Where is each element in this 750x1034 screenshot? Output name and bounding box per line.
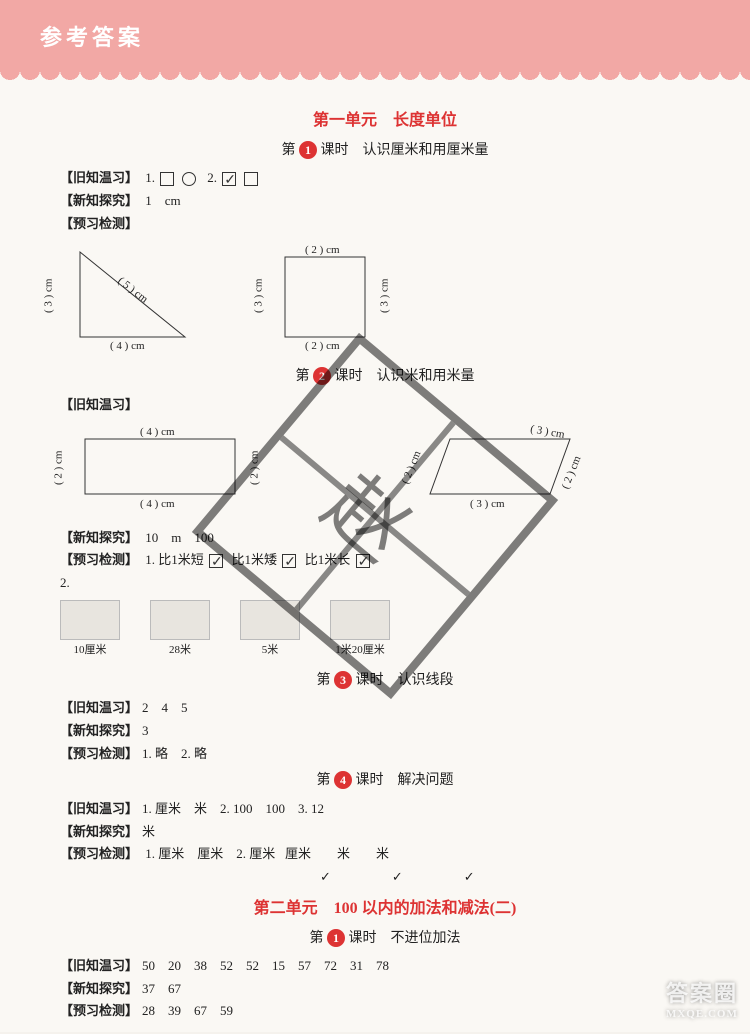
lesson2-pre-q2: 2. — [60, 573, 710, 594]
footer-brand: 答案圈 MXQE.COM — [666, 976, 738, 1020]
bed-item: 10厘米 — [60, 600, 120, 660]
square-icon — [160, 172, 174, 186]
lesson4-title: 第 4 课时 解决问题 — [60, 770, 710, 792]
page: 参考答案 第一单元 长度单位 第 1 课时 认识厘米和用厘米量 【旧知温习】 1… — [0, 0, 750, 1032]
lesson2-title: 第 2 课时 认识米和用米量 — [60, 366, 710, 388]
header-title: 参考答案 — [40, 20, 710, 52]
check-icon — [282, 554, 296, 568]
lesson1-title: 第 1 课时 认识厘米和用厘米量 — [60, 140, 710, 162]
check-icon — [356, 554, 370, 568]
lesson1-no: 1 — [299, 141, 317, 159]
unit1-title: 第一单元 长度单位 — [60, 108, 710, 134]
lesson3-title: 第 3 课时 认识线段 — [60, 670, 710, 692]
square-shape: ( 2 ) cm ( 3 ) cm ( 2 ) cm ( 3 ) cm — [260, 242, 390, 352]
lesson2-old-label: 【旧知温习】 — [60, 395, 710, 416]
lesson2-new: 【新知探究】 10 m 100 — [60, 528, 710, 549]
check-row: ✓ ✓ ✓ — [60, 867, 710, 888]
content-area: 第一单元 长度单位 第 1 课时 认识厘米和用厘米量 【旧知温习】 1. 2. … — [0, 80, 750, 1034]
checkbox-icon — [244, 172, 258, 186]
court-item: 5米 — [240, 600, 300, 660]
rect-shape: ( 4 ) cm ( 2 ) cm ( 4 ) cm ( 2 ) cm — [60, 424, 260, 514]
lesson1-old: 【旧知温习】 1. 2. — [60, 168, 710, 189]
check-icon — [209, 554, 223, 568]
l1-old-q1: 1. — [145, 170, 155, 185]
triangle-shape: ( 3 ) cm ( 4 ) cm ( 5 ) cm — [60, 242, 200, 352]
boy-item: 1米20厘米 — [330, 600, 390, 660]
lesson2-pre: 【预习检测】 1. 比1米短 比1米矮 比1米长 — [60, 550, 710, 571]
lesson1-shapes: ( 3 ) cm ( 4 ) cm ( 5 ) cm ( 2 ) cm ( 3 … — [60, 242, 710, 352]
lesson1-name: 认识厘米和用厘米量 — [363, 143, 489, 158]
header-band: 参考答案 — [0, 0, 750, 80]
l1-old-q2: 2. — [207, 170, 217, 185]
circle-icon — [182, 172, 196, 186]
checkbox-checked-icon — [222, 172, 236, 186]
u2-lesson1-title: 第 1 课时 不进位加法 — [60, 928, 710, 950]
unit2-title: 第二单元 100 以内的加法和减法(二) — [60, 896, 710, 922]
lesson1-pre: 【预习检测】 — [60, 214, 710, 235]
lesson2-shapes: ( 4 ) cm ( 2 ) cm ( 4 ) cm ( 2 ) cm ( 3 … — [60, 424, 710, 514]
rhombus-shape: ( 3 ) cm ( 2 ) cm ( 3 ) cm ( 2 ) cm — [400, 424, 600, 514]
items-row: 10厘米 28米 5米 1米20厘米 — [60, 600, 710, 660]
old-label: 【旧知温习】 — [60, 168, 138, 189]
lesson1-new: 【新知探究】 1 cm — [60, 191, 710, 212]
building-item: 28米 — [150, 600, 210, 660]
